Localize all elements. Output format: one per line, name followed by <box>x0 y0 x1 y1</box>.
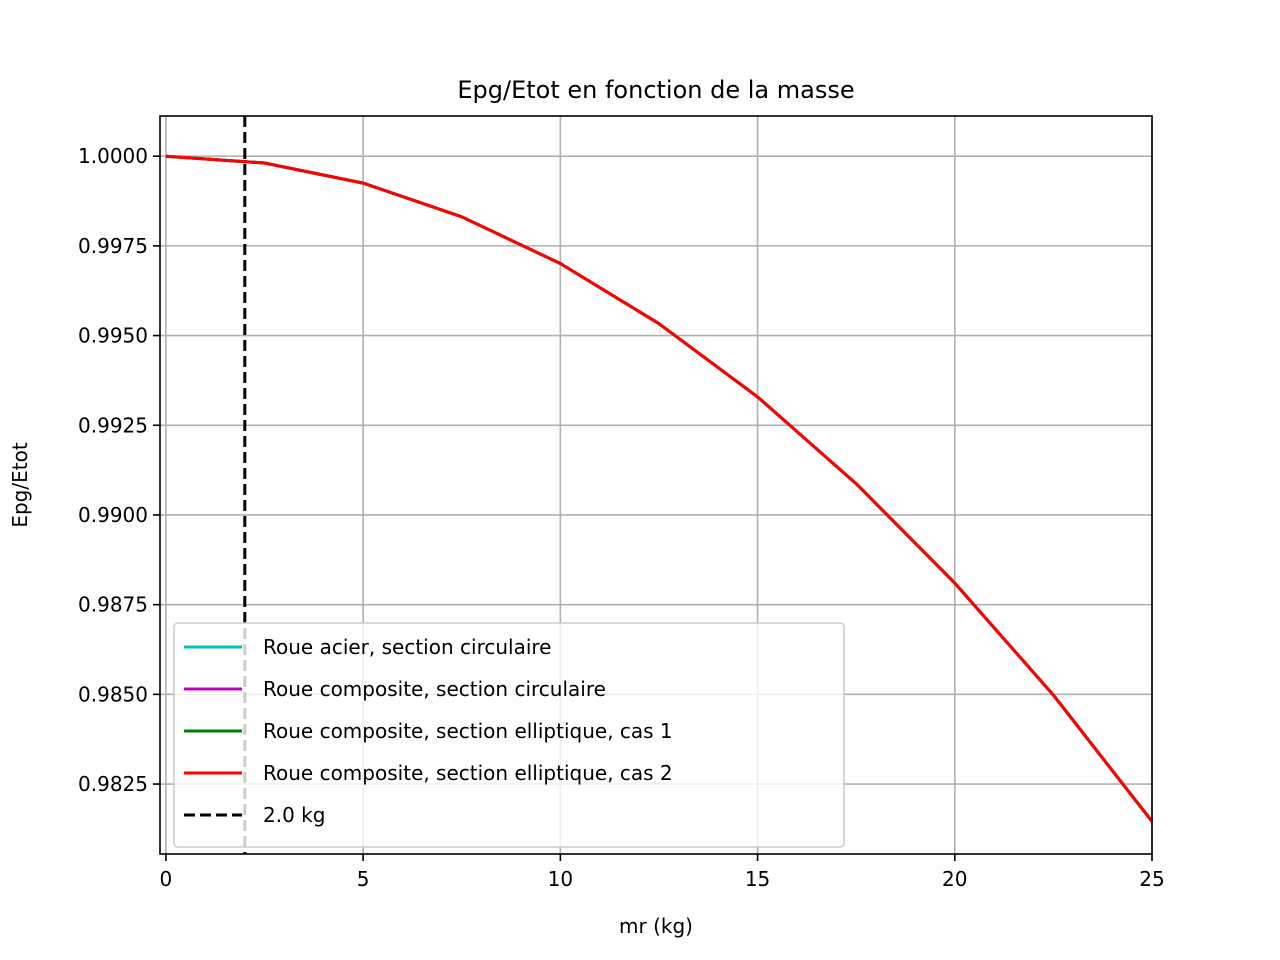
x-axis-ticks: 0 5 10 15 20 25 <box>160 854 1165 891</box>
y-tick-label: 0.9875 <box>78 593 148 617</box>
x-tick-label: 5 <box>357 867 370 891</box>
x-tick-label: 0 <box>160 867 173 891</box>
legend-label: Roue composite, section circulaire <box>263 677 606 701</box>
legend: Roue acier, section circulaire Roue compo… <box>173 622 845 848</box>
x-axis-title: mr (kg) <box>619 914 693 938</box>
x-tick-label: 10 <box>548 867 573 891</box>
y-tick-label: 0.9900 <box>78 503 148 527</box>
series-line-4 <box>165 154 1154 823</box>
y-tick-label: 0.9850 <box>78 682 148 706</box>
series-layer <box>165 116 1154 854</box>
x-tick-label: 15 <box>745 867 770 891</box>
x-tick-label: 25 <box>1139 867 1164 891</box>
y-axis-ticks: 0.9825 0.9850 0.9875 0.9900 0.9925 0.9950 0.99… <box>78 144 160 796</box>
y-tick-label: 0.9975 <box>78 234 148 258</box>
y-tick-label: 0.9950 <box>78 324 148 348</box>
plot-area-frame <box>159 115 1153 855</box>
x-tick-label: 20 <box>942 867 967 891</box>
y-tick-label: 1.0000 <box>78 144 148 168</box>
y-tick-label: 0.9925 <box>78 413 148 437</box>
legend-label: Roue acier, section circulaire <box>263 635 551 659</box>
legend-box <box>173 622 845 848</box>
chart-title: Epg/Etot en fonction de la masse <box>457 76 854 104</box>
y-tick-label: 0.9825 <box>78 772 148 796</box>
legend-label: Roue composite, section elliptique, cas … <box>263 719 673 743</box>
legend-label: Roue composite, section elliptique, cas … <box>263 761 673 785</box>
y-axis-title: Epg/Etot <box>8 442 32 527</box>
legend-label: 2.0 kg <box>263 803 325 827</box>
